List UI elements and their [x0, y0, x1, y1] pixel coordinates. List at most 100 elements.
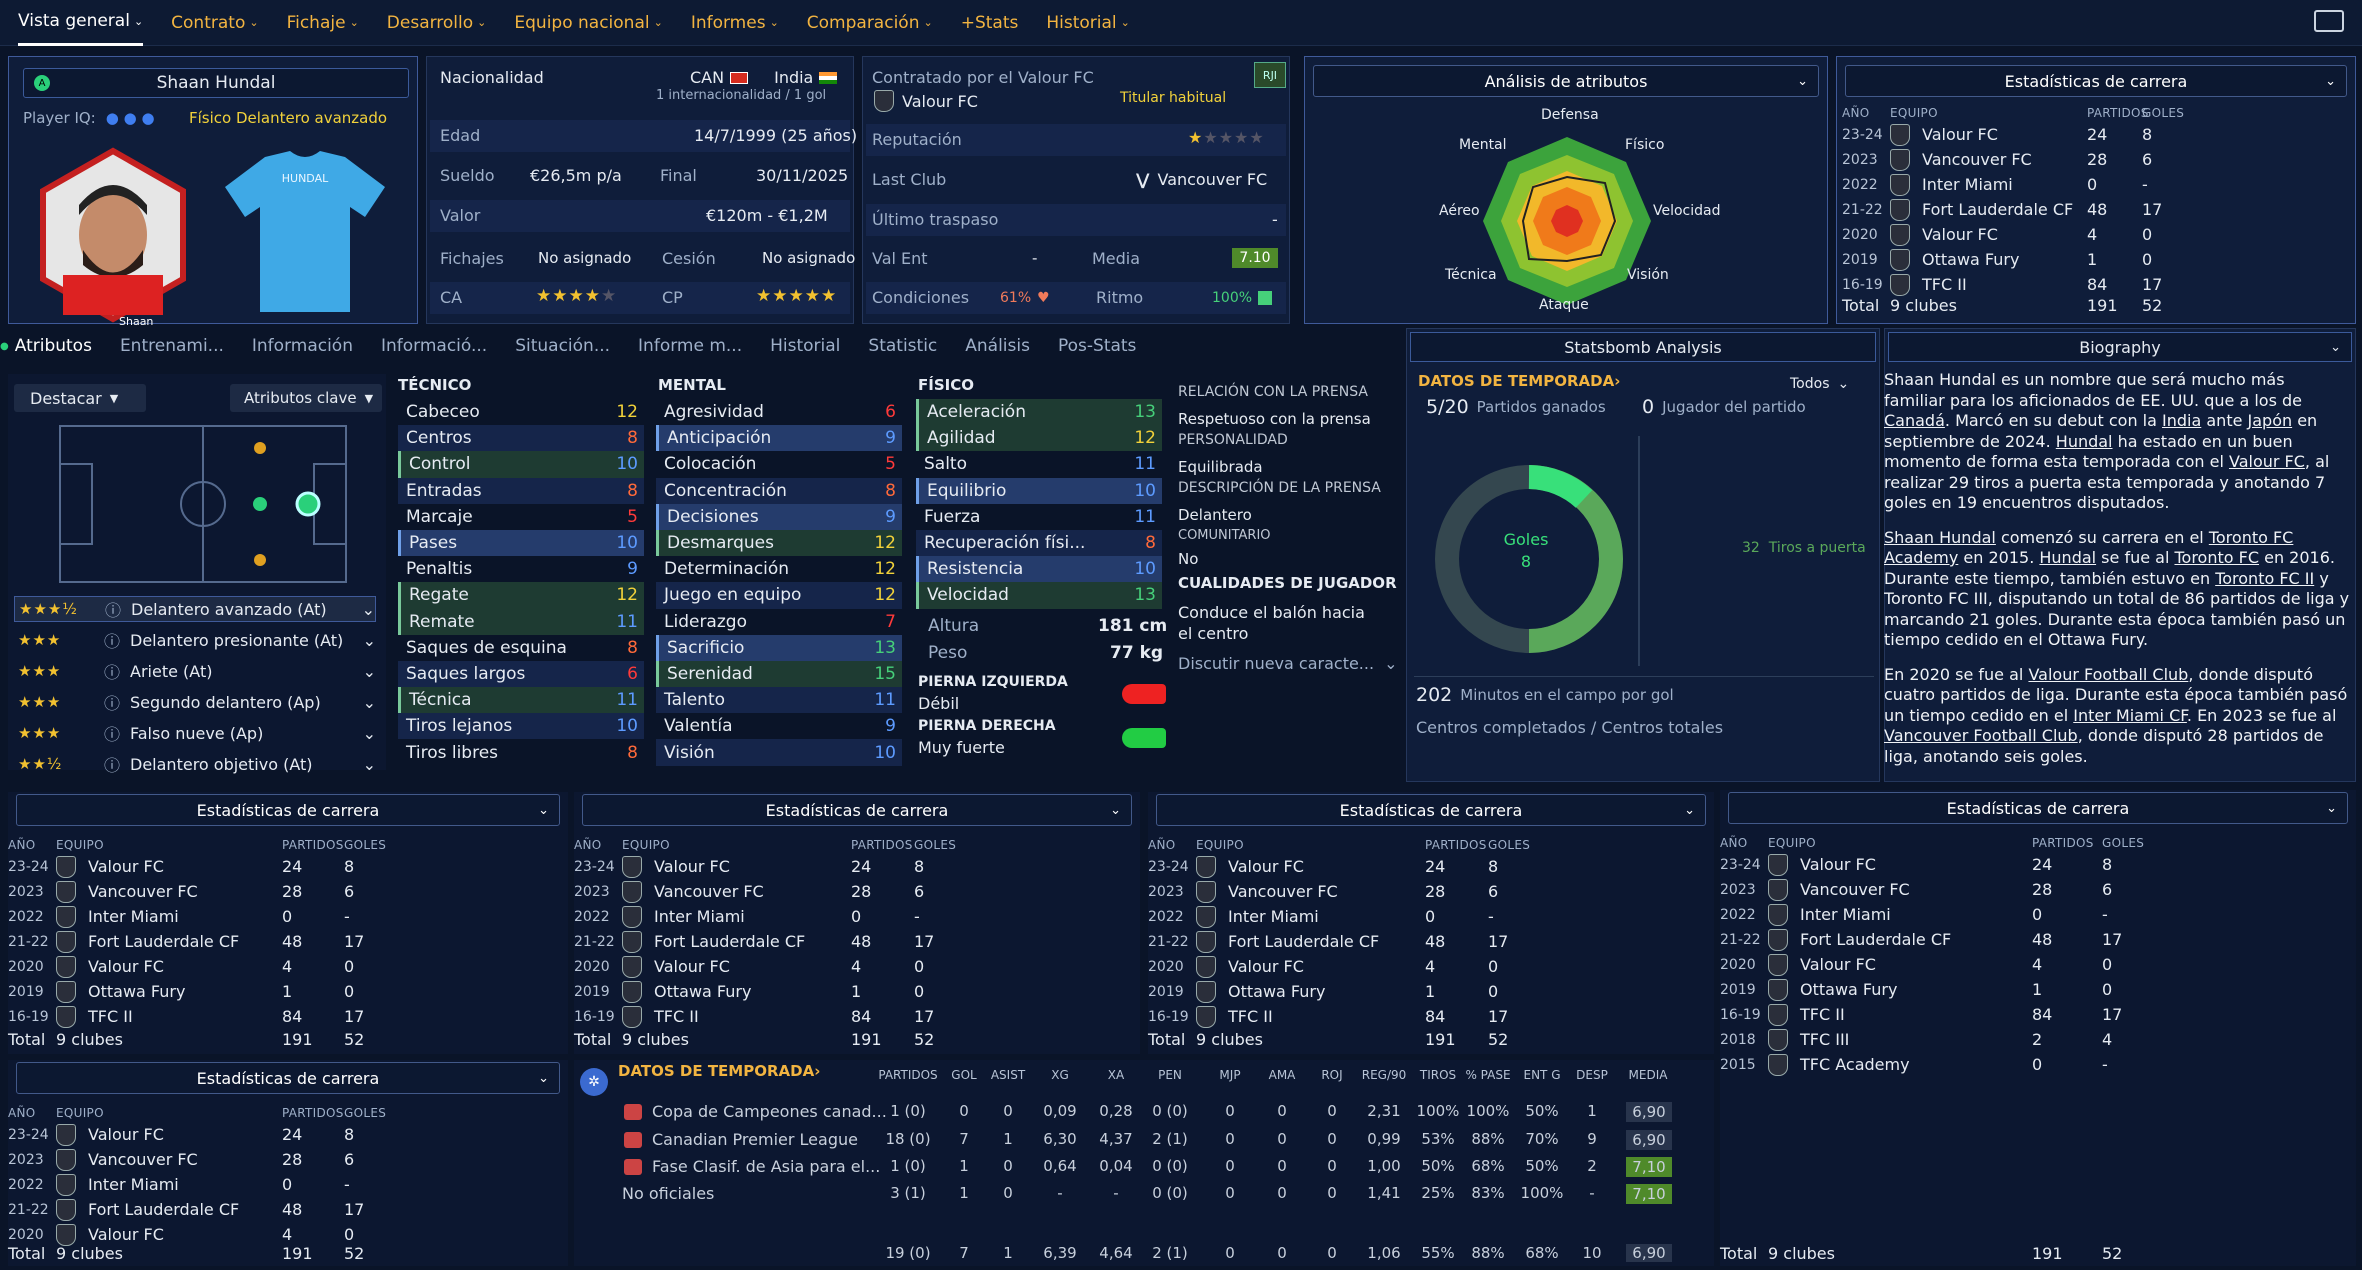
- career-team[interactable]: Valour FC: [1228, 857, 1304, 876]
- career-team[interactable]: Vancouver FC: [654, 882, 764, 901]
- season-col-header[interactable]: XG: [1051, 1068, 1069, 1082]
- info-icon[interactable]: ⓘ: [104, 663, 121, 682]
- career-row[interactable]: 23-24 Valour FC 24 8: [1720, 852, 2356, 877]
- role-row[interactable]: ★★★ ⓘ Delantero presionante (At) ⌄: [14, 627, 376, 653]
- career-team[interactable]: TFC II: [1922, 275, 1967, 294]
- season-col-header[interactable]: GOL: [951, 1068, 977, 1082]
- attr-row[interactable]: Técnica 11: [398, 687, 644, 714]
- season-col-header[interactable]: DESP: [1576, 1068, 1608, 1082]
- career-team[interactable]: Vancouver FC: [1228, 882, 1338, 901]
- career-row[interactable]: 2023 Vancouver FC 28 6: [1720, 877, 2356, 902]
- nav-tab-0[interactable]: Vista general ⌄: [18, 0, 144, 46]
- career-row[interactable]: 21-22 Fort Lauderdale CF 48 17: [1720, 927, 2356, 952]
- attr-row[interactable]: Anticipación 9: [656, 425, 902, 452]
- season-col-header[interactable]: PARTIDOS: [878, 1068, 938, 1082]
- radar-header[interactable]: Análisis de atributos ⌄: [1313, 65, 1819, 97]
- career-team[interactable]: Fort Lauderdale CF: [88, 1200, 240, 1219]
- career-row[interactable]: 2020 Valour FC 4 0: [8, 954, 568, 979]
- career-row[interactable]: 2022 Inter Miami 0 -: [574, 904, 1140, 929]
- info-icon[interactable]: ⓘ: [104, 725, 121, 744]
- career-team[interactable]: Valour FC: [1922, 225, 1998, 244]
- season-col-header[interactable]: % PASE: [1465, 1068, 1511, 1082]
- season-col-header[interactable]: MEDIA: [1628, 1068, 1668, 1082]
- career-team[interactable]: Inter Miami: [88, 907, 179, 926]
- attr-row[interactable]: Fuerza 11: [916, 504, 1162, 530]
- attr-row[interactable]: Velocidad 13: [916, 582, 1162, 609]
- career-team[interactable]: Fort Lauderdale CF: [1922, 200, 2074, 219]
- attr-row[interactable]: Penaltis 9: [398, 556, 644, 582]
- attr-row[interactable]: Agilidad 12: [916, 425, 1162, 452]
- career-team[interactable]: Ottawa Fury: [1228, 982, 1326, 1001]
- career-team[interactable]: Valour FC: [654, 857, 730, 876]
- season-col-header[interactable]: ASIST: [990, 1068, 1026, 1082]
- career-header[interactable]: Estadísticas de carrera ⌄: [16, 794, 560, 826]
- career-header[interactable]: Estadísticas de carrera ⌄: [1728, 792, 2348, 824]
- club-name[interactable]: Valour FC: [902, 91, 978, 111]
- career-team[interactable]: Vancouver FC: [88, 882, 198, 901]
- career-row[interactable]: 2020 Valour FC 4 0: [1720, 952, 2356, 977]
- attr-row[interactable]: Talento 11: [656, 687, 902, 714]
- career-row[interactable]: 2022 Inter Miami 0 -: [1720, 902, 2356, 927]
- role-row[interactable]: ★★½ ⓘ Delantero objetivo (At) ⌄: [14, 751, 376, 777]
- career-row[interactable]: 23-24 Valour FC 24 8: [1842, 122, 2342, 147]
- season-competition[interactable]: Canadian Premier League: [652, 1130, 858, 1149]
- attr-row[interactable]: Salto 11: [916, 451, 1162, 477]
- highlight-dropdown[interactable]: Destacar ▼: [14, 384, 146, 412]
- career-team[interactable]: Valour FC: [88, 857, 164, 876]
- career-row[interactable]: 16-19 TFC II 84 17: [574, 1004, 1140, 1029]
- season-col-header[interactable]: XA: [1107, 1068, 1125, 1082]
- attr-row[interactable]: Saques largos 6: [398, 660, 644, 688]
- career-team[interactable]: Vancouver FC: [1800, 880, 1910, 899]
- career-team[interactable]: Valour FC: [88, 1125, 164, 1144]
- career-row[interactable]: 2023 Vancouver FC 28 6: [8, 1147, 568, 1172]
- career-team[interactable]: Fort Lauderdale CF: [1800, 930, 1952, 949]
- attr-row[interactable]: Tiros libres 8: [398, 739, 644, 765]
- attr-row[interactable]: Serenidad 15: [656, 660, 902, 688]
- attr-row[interactable]: Marcaje 5: [398, 504, 644, 530]
- career-row[interactable]: 23-24 Valour FC 24 8: [1148, 854, 1714, 879]
- attr-row[interactable]: Cabeceo 12: [398, 399, 644, 425]
- career-row[interactable]: 2022 Inter Miami 0 -: [1842, 172, 2342, 197]
- attr-row[interactable]: Agresividad 6: [656, 399, 902, 425]
- career-team[interactable]: Fort Lauderdale CF: [1228, 932, 1380, 951]
- career-team[interactable]: Valour FC: [654, 957, 730, 976]
- nav-tab-2[interactable]: Fichaje ⌄: [286, 12, 359, 33]
- attr-row[interactable]: Desmarques 12: [656, 529, 902, 557]
- role-row[interactable]: ★★★½ ⓘ Delantero avanzado (At) ⌄: [14, 596, 376, 622]
- subtab-4[interactable]: Situación...: [515, 336, 611, 356]
- career-team[interactable]: Inter Miami: [1800, 905, 1891, 924]
- attr-row[interactable]: Remate 11: [398, 608, 644, 635]
- career-row[interactable]: 2020 Valour FC 4 0: [8, 1222, 568, 1247]
- career-row[interactable]: 2023 Vancouver FC 28 6: [574, 879, 1140, 904]
- career-row[interactable]: 2019 Ottawa Fury 1 0: [574, 979, 1140, 1004]
- season-data-link[interactable]: DATOS DE TEMPORADA: [618, 1062, 815, 1080]
- nav-tab-8[interactable]: Historial ⌄: [1046, 12, 1130, 33]
- career-row[interactable]: 2020 Valour FC 4 0: [1148, 954, 1714, 979]
- attr-row[interactable]: Tiros lejanos 10: [398, 713, 644, 740]
- season-competition[interactable]: Copa de Campeones canad...: [652, 1102, 887, 1121]
- career-team[interactable]: Inter Miami: [1922, 175, 2013, 194]
- career-team[interactable]: Ottawa Fury: [1922, 250, 2020, 269]
- career-row[interactable]: 23-24 Valour FC 24 8: [8, 1122, 568, 1147]
- nav-tab-5[interactable]: Informes ⌄: [690, 12, 779, 33]
- attr-row[interactable]: Regate 12: [398, 582, 644, 609]
- attr-row[interactable]: Valentía 9: [656, 713, 902, 739]
- info-icon[interactable]: ⓘ: [104, 632, 121, 651]
- career-row[interactable]: 2020 Valour FC 4 0: [1842, 222, 2342, 247]
- season-col-header[interactable]: ROJ: [1321, 1068, 1343, 1082]
- career-team[interactable]: Valour FC: [88, 1225, 164, 1244]
- attr-row[interactable]: Centros 8: [398, 425, 644, 452]
- career-team[interactable]: TFC III: [1800, 1030, 1850, 1049]
- career-row[interactable]: 2023 Vancouver FC 28 6: [8, 879, 568, 904]
- career-row[interactable]: 2019 Ottawa Fury 1 0: [1148, 979, 1714, 1004]
- statsbomb-header[interactable]: Statsbomb Analysis: [1410, 332, 1876, 362]
- season-col-header[interactable]: AMA: [1268, 1068, 1296, 1082]
- role-row[interactable]: ★★★ ⓘ Ariete (At) ⌄: [14, 658, 376, 684]
- season-col-header[interactable]: ENT G: [1523, 1068, 1561, 1082]
- attr-row[interactable]: Decisiones 9: [656, 503, 902, 530]
- career-team[interactable]: TFC Academy: [1800, 1055, 1910, 1074]
- season-link[interactable]: DATOS DE TEMPORADA: [1418, 372, 1615, 390]
- attr-row[interactable]: Control 10: [398, 451, 644, 478]
- nav-tab-7[interactable]: +Stats: [960, 12, 1019, 33]
- career-row[interactable]: 16-19 TFC II 84 17: [8, 1004, 568, 1029]
